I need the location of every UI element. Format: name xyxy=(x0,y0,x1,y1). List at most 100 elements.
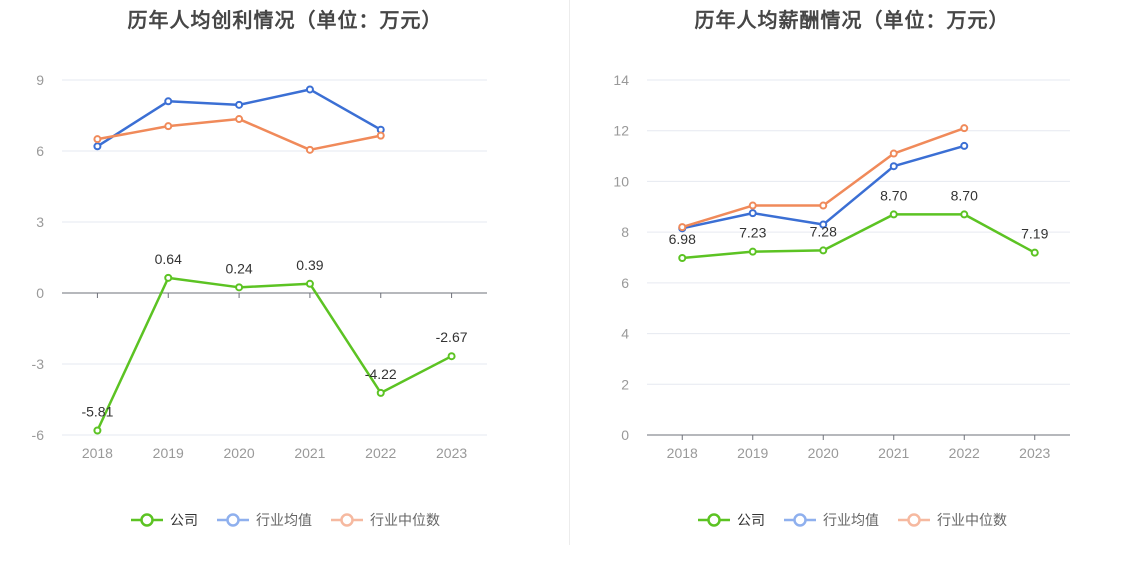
data-label: 6.98 xyxy=(669,231,696,247)
data-label: 7.28 xyxy=(810,223,837,239)
series-industry-avg-point xyxy=(889,162,898,171)
data-label: 8.70 xyxy=(880,187,907,203)
x-tick-label: 2021 xyxy=(878,445,909,461)
data-label: -5.81 xyxy=(81,404,113,420)
legend-line-icon xyxy=(698,513,730,527)
data-label: -4.22 xyxy=(365,366,397,382)
legend-line-icon xyxy=(217,513,249,527)
salary-line-chart: 0 2 4 6 8 10 12 14 2018 2019 2020 2021 2022 2023 6.98 7… xyxy=(613,72,1070,461)
y-tick-label: 8 xyxy=(621,224,629,240)
series-industry-median-point xyxy=(305,145,314,154)
chart-panel-profit: 历年人均创利情况（单位：万元） -6 -3 0 3 6 9 2018 2019 2020 2021… xyxy=(0,8,570,530)
series-industry-median-point xyxy=(678,223,687,232)
chart-legend: 公司 行业均值 行业中位数 xyxy=(0,510,570,530)
series-company-point xyxy=(748,247,757,256)
series-industry-avg-line xyxy=(681,144,965,230)
legend-label: 行业均值 xyxy=(256,513,312,529)
legend-item-company[interactable]: 公司 xyxy=(130,510,198,530)
series-industry-median-point xyxy=(889,149,898,158)
x-tick-label: 2020 xyxy=(808,445,839,461)
legend-line-icon xyxy=(131,513,163,527)
series-industry-avg-point xyxy=(748,209,757,218)
x-tick-label: 2023 xyxy=(436,445,467,461)
series-company-line xyxy=(96,276,453,432)
legend-line-icon xyxy=(898,513,930,527)
series-company-point xyxy=(819,246,828,255)
series-company-point xyxy=(164,273,173,282)
series-industry-avg-point xyxy=(164,97,173,106)
series-industry-median-point xyxy=(819,201,828,210)
y-tick-label: 4 xyxy=(621,326,629,342)
data-label: 7.23 xyxy=(739,225,766,241)
series-company-point xyxy=(447,352,456,361)
y-tick-label: 0 xyxy=(621,427,629,443)
chart-title: 历年人均创利情况（单位：万元） xyxy=(127,8,443,32)
series-industry-avg-point xyxy=(960,141,969,150)
series-industry-median-point xyxy=(748,201,757,210)
y-tick-label: 14 xyxy=(613,72,629,88)
legend-label: 行业中位数 xyxy=(370,513,440,529)
chart-legend: 公司 行业均值 行业中位数 xyxy=(570,510,1134,530)
profit-line-chart: -6 -3 0 3 6 9 2018 2019 2020 2021 2022 2023 -5.81 0.6… xyxy=(32,72,487,461)
panel-divider xyxy=(569,0,570,545)
series-company-point xyxy=(305,279,314,288)
series-company-line xyxy=(682,213,1036,260)
y-tick-label: 9 xyxy=(36,72,44,88)
series-industry-avg-point xyxy=(305,85,314,94)
series-company-point xyxy=(1030,248,1039,257)
legend-label: 行业中位数 xyxy=(937,513,1007,529)
data-label: 7.19 xyxy=(1021,226,1048,242)
legend-label: 公司 xyxy=(170,513,198,529)
data-label: -2.67 xyxy=(436,329,468,345)
series-industry-median-line xyxy=(97,117,381,152)
series-industry-median-point xyxy=(960,124,969,133)
x-tick-label: 2018 xyxy=(667,445,698,461)
series-industry-median-line xyxy=(681,127,965,229)
data-label: 0.24 xyxy=(225,260,252,276)
data-label: 0.64 xyxy=(155,251,182,267)
y-tick-label: 2 xyxy=(621,376,629,392)
series-industry-median-point xyxy=(93,135,102,144)
y-tick-label: 10 xyxy=(613,173,629,189)
y-tick-label: 0 xyxy=(36,285,44,301)
x-tick-label: 2023 xyxy=(1019,445,1050,461)
chart-title: 历年人均薪酬情况（单位：万元） xyxy=(694,8,1010,32)
legend-label: 行业均值 xyxy=(823,513,879,529)
series-company-point xyxy=(93,426,102,435)
legend-line-icon xyxy=(331,513,363,527)
series-company-point xyxy=(376,388,385,397)
legend-item-company[interactable]: 公司 xyxy=(697,510,765,530)
data-label: 0.39 xyxy=(296,257,323,273)
series-industry-median-point xyxy=(376,131,385,140)
x-tick-label: 2018 xyxy=(82,445,113,461)
series-industry-avg-point xyxy=(93,142,102,151)
y-tick-label: 6 xyxy=(36,143,44,159)
x-tick-label: 2019 xyxy=(737,445,768,461)
legend-item-industry-avg[interactable]: 行业均值 xyxy=(216,510,312,530)
legend-item-industry-avg[interactable]: 行业均值 xyxy=(783,510,879,530)
data-label: 8.70 xyxy=(951,187,978,203)
series-industry-avg-point xyxy=(819,220,828,229)
y-tick-label: 6 xyxy=(621,275,629,291)
legend-item-industry-median[interactable]: 行业中位数 xyxy=(897,510,1007,530)
series-industry-median-point xyxy=(235,115,244,124)
x-tick-label: 2020 xyxy=(224,445,255,461)
x-tick-label: 2021 xyxy=(294,445,325,461)
series-industry-median-point xyxy=(164,122,173,131)
series-company-point xyxy=(678,254,687,263)
chart-panel-salary: 历年人均薪酬情况（单位：万元） 0 2 4 6 8 10 12 14 2018 2019 2020 2… xyxy=(570,0,1134,582)
x-tick-label: 2022 xyxy=(949,445,980,461)
y-tick-label: 12 xyxy=(613,123,629,139)
series-company-point xyxy=(960,210,969,219)
series-company-point xyxy=(235,283,244,292)
y-tick-label: -3 xyxy=(32,356,45,372)
series-company-point xyxy=(889,210,898,219)
y-tick-label: -6 xyxy=(32,427,45,443)
series-industry-avg-point xyxy=(235,100,244,109)
x-tick-label: 2019 xyxy=(153,445,184,461)
legend-line-icon xyxy=(784,513,816,527)
y-tick-label: 3 xyxy=(36,214,44,230)
legend-label: 公司 xyxy=(737,513,765,529)
x-tick-label: 2022 xyxy=(365,445,396,461)
legend-item-industry-median[interactable]: 行业中位数 xyxy=(330,510,440,530)
